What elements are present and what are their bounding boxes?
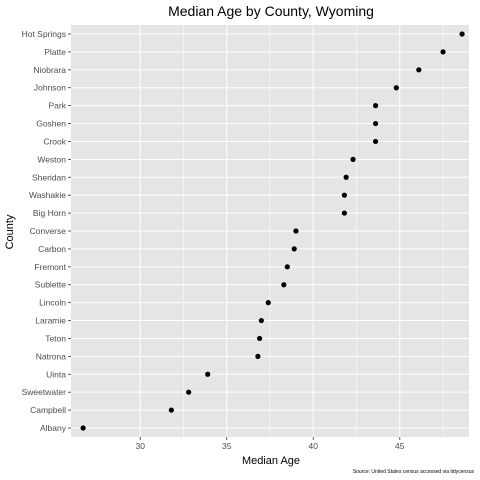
data-point: [257, 335, 263, 342]
y-tick-label: Johnson: [34, 83, 66, 93]
data-point: [350, 156, 356, 162]
data-point: [393, 85, 399, 91]
data-point: [265, 300, 271, 306]
y-tick-label: Park: [49, 101, 67, 111]
data-point: [341, 210, 348, 216]
y-tick-label: Hot Springs: [22, 29, 66, 39]
data-point: [258, 317, 264, 324]
data-point: [416, 67, 422, 73]
data-point: [168, 407, 174, 413]
gridlines: [71, 25, 469, 437]
y-tick-label: Sheridan: [32, 172, 66, 182]
y-tick-label: Uinta: [46, 369, 66, 379]
data-point: [186, 389, 192, 395]
y-tick-label: Crook: [43, 136, 66, 146]
chart-title: Median Age by County, Wyoming: [168, 3, 374, 19]
x-tick-labels: 30 35 40 45: [135, 437, 405, 451]
data-point: [341, 192, 348, 198]
data-point: [372, 138, 379, 145]
y-tick-label: Sublette: [35, 280, 66, 290]
y-tick-label: Goshen: [36, 119, 66, 129]
y-tick-label: Sweetwater: [22, 387, 67, 397]
data-point: [291, 246, 297, 252]
y-tick-label: Natrona: [36, 351, 67, 361]
y-tick-label: Washakie: [29, 190, 66, 200]
y-tick-label: Weston: [37, 154, 66, 164]
x-tick-label: 45: [395, 441, 405, 451]
data-point: [205, 371, 211, 377]
data-point: [459, 31, 465, 37]
y-tick-label: Laramie: [35, 316, 66, 326]
x-axis-title: Median Age: [242, 455, 300, 467]
data-point: [284, 264, 290, 270]
data-point: [255, 353, 261, 359]
data-point: [281, 282, 287, 288]
data-points: [80, 31, 465, 431]
y-tick-label: Big Horn: [33, 208, 66, 218]
data-point: [343, 174, 349, 180]
x-tick-label: 35: [222, 441, 232, 451]
y-tick-label: Teton: [45, 333, 66, 343]
data-point: [80, 425, 86, 431]
y-tick-label: Albany: [40, 423, 67, 433]
y-tick-label: Converse: [30, 226, 67, 236]
x-tick-label: 40: [309, 441, 319, 451]
y-tick-label: Niobrara: [33, 65, 66, 75]
data-point: [372, 120, 379, 127]
x-tick-label: 30: [135, 441, 145, 451]
y-tick-label: Carbon: [38, 244, 66, 254]
y-axis-title: County: [4, 214, 16, 249]
data-point: [293, 228, 299, 234]
data-point: [372, 103, 379, 109]
source-caption: Source: United States census accessed vi…: [353, 469, 475, 475]
y-tick-label: Platte: [44, 47, 66, 57]
y-tick-label: Lincoln: [39, 298, 66, 308]
data-point: [440, 49, 446, 55]
y-tick-label: Fremont: [34, 262, 66, 272]
y-tick-labels: Hot Springs Platte Niobrara Johnson Park Gosh…: [22, 29, 71, 433]
y-tick-label: Campbell: [30, 405, 66, 415]
